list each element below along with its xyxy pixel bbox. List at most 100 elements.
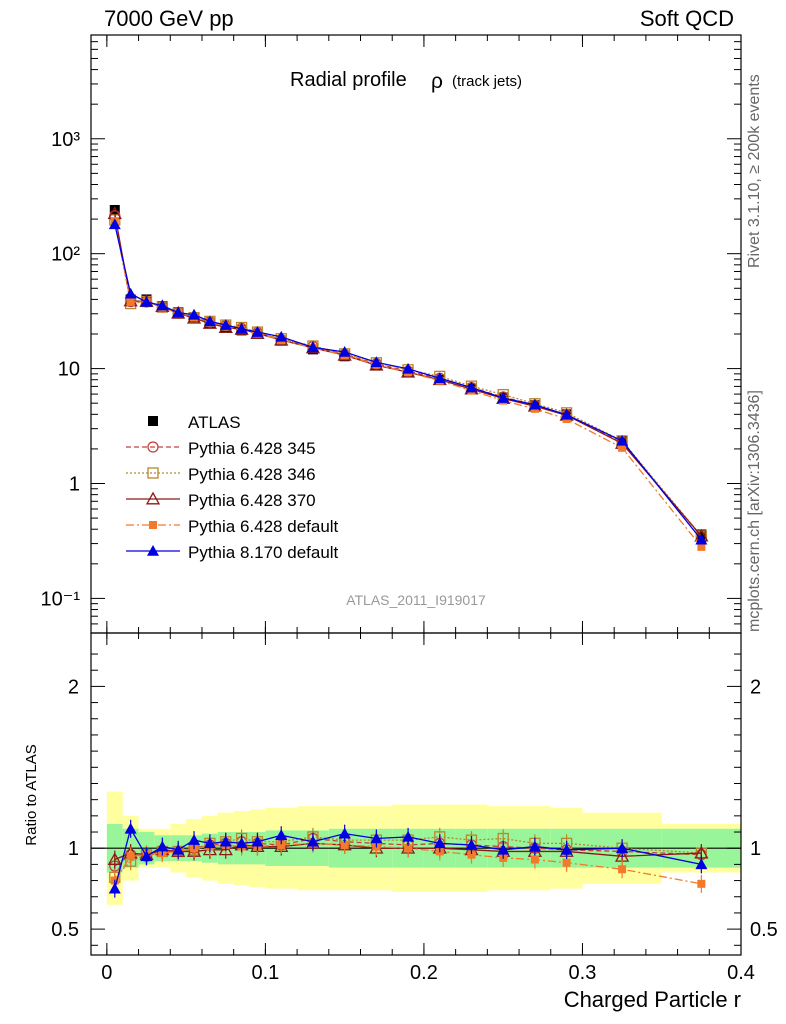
ratio-point-p6def <box>277 840 286 849</box>
ratio-line-p370 <box>114 842 702 861</box>
data-point-p8def <box>124 287 137 299</box>
x-tick-label: 0.2 <box>410 962 438 984</box>
legend-label-p346: Pythia 6.428 346 <box>188 465 316 484</box>
ratio-point-p370 <box>218 842 233 856</box>
legend-marker-p8def <box>147 545 159 556</box>
data-point-p8def <box>156 299 169 311</box>
legend-marker-p346 <box>147 467 159 479</box>
series-line-p8def <box>114 224 702 541</box>
ratio-point-p8def <box>465 838 478 850</box>
ratio-plot-frame <box>90 632 742 956</box>
data-point-p8def <box>172 306 185 318</box>
analysis-label: ATLAS_2011_I919017 <box>346 592 486 608</box>
data-point-p8def <box>338 345 351 357</box>
series-line-p6def <box>114 221 702 548</box>
ratio-point-p8def <box>433 837 446 849</box>
ratio-point-p6def <box>530 855 539 864</box>
ratio-point-p6def <box>618 865 627 874</box>
ratio-point-p8def <box>275 829 288 841</box>
ratio-point-p8def <box>306 835 319 847</box>
data-point-p8def <box>275 330 288 342</box>
ratio-tick-label-right: 2 <box>750 676 761 698</box>
data-point-p8def <box>497 392 510 403</box>
ratio-point-p8def <box>219 835 232 847</box>
ratio-point-p370 <box>107 852 122 865</box>
ratio-point-p8def <box>497 843 510 855</box>
legend-label-p370: Pythia 6.428 370 <box>188 491 316 510</box>
data-point-p8def <box>616 434 629 446</box>
header-left: 7000 GeV pp <box>104 6 234 31</box>
ratio-point-p8def <box>188 834 201 845</box>
ratio-tick-label-right: 0.5 <box>750 919 778 941</box>
data-point-p8def <box>203 315 216 327</box>
ratio-y-axis-label: Ratio to ATLAS <box>23 744 40 845</box>
legend-marker-p6def <box>149 521 157 529</box>
data-point-p8def <box>108 218 121 230</box>
x-tick-label: 0.1 <box>251 962 279 984</box>
x-axis-label: Charged Particle r <box>564 987 741 1012</box>
x-tick-label: 0.3 <box>569 962 597 984</box>
data-point-p8def <box>370 356 383 368</box>
data-point-p8def <box>219 319 232 330</box>
chart-title: Radial profile <box>290 69 407 91</box>
data-point-p6def <box>126 297 135 306</box>
legend-label-p345: Pythia 6.428 345 <box>188 439 316 458</box>
ratio-point-p8def <box>203 837 216 849</box>
ratio-point-p8def <box>528 840 541 852</box>
ratio-point-p6def <box>467 850 476 859</box>
data-point-p8def <box>235 322 248 334</box>
y-tick-label: 10³ <box>51 129 80 151</box>
ratio-tick-label: 1 <box>68 838 79 860</box>
ratio-line-p345 <box>114 837 702 867</box>
data-point-p8def <box>465 381 478 393</box>
ratio-line-p346 <box>114 836 702 878</box>
ratio-point-p8def <box>172 843 185 855</box>
ratio-point-p8def <box>338 827 351 839</box>
ratio-point-p8def <box>616 842 629 854</box>
ratio-point-p6def <box>562 858 571 867</box>
ratio-point-p8def <box>560 843 573 855</box>
ratio-point-p6def <box>126 852 135 861</box>
data-point-p6def <box>697 542 706 551</box>
ratio-tick-label-right: 1 <box>750 838 761 860</box>
ratio-point-p6def <box>404 844 413 853</box>
data-point-p8def <box>188 308 201 320</box>
ratio-point-p8def <box>124 822 137 834</box>
series-line-p346 <box>114 219 702 537</box>
data-point-p8def <box>306 341 319 353</box>
x-tick-label: 0 <box>101 962 112 984</box>
y-tick-label: 10 <box>58 359 80 381</box>
ratio-line-p6def <box>114 842 702 885</box>
data-point-p8def <box>402 362 415 374</box>
legend-label-atlas: ATLAS <box>188 413 241 432</box>
legend-marker-p370 <box>145 491 161 505</box>
ratio-tick-label: 0.5 <box>51 919 79 941</box>
data-point-p6def <box>618 443 627 452</box>
chart-title-symbol: ρ <box>431 70 443 93</box>
ratio-point-p8def <box>108 882 121 894</box>
ratio-point-p6def <box>697 879 706 888</box>
y-tick-label: 10⁻¹ <box>41 588 81 610</box>
data-point-p8def <box>528 398 541 410</box>
data-point-p8def <box>695 533 708 545</box>
ratio-point-p8def <box>251 835 264 847</box>
header-right: Soft QCD <box>639 6 734 31</box>
legend-marker-atlas <box>148 416 158 426</box>
data-point-p8def <box>251 326 264 337</box>
legend-label-p6def: Pythia 6.428 default <box>188 517 339 536</box>
data-point-p8def <box>433 372 446 384</box>
x-tick-label: 0.4 <box>727 962 755 984</box>
ratio-point-p8def <box>370 832 383 844</box>
y-tick-label: 1 <box>69 474 80 496</box>
data-point-p8def <box>560 408 573 420</box>
ratio-point-p8def <box>140 850 153 862</box>
data-point-p8def <box>140 295 153 307</box>
ratio-tick-label: 2 <box>68 676 79 698</box>
ratio-line-p8def <box>114 827 702 889</box>
y-tick-label: 10² <box>51 244 80 266</box>
ratio-point-p8def <box>695 858 708 870</box>
ratio-point-p8def <box>402 830 415 842</box>
ratio-point-p6def <box>340 840 349 849</box>
chart-title-suffix: (track jets) <box>452 73 522 90</box>
